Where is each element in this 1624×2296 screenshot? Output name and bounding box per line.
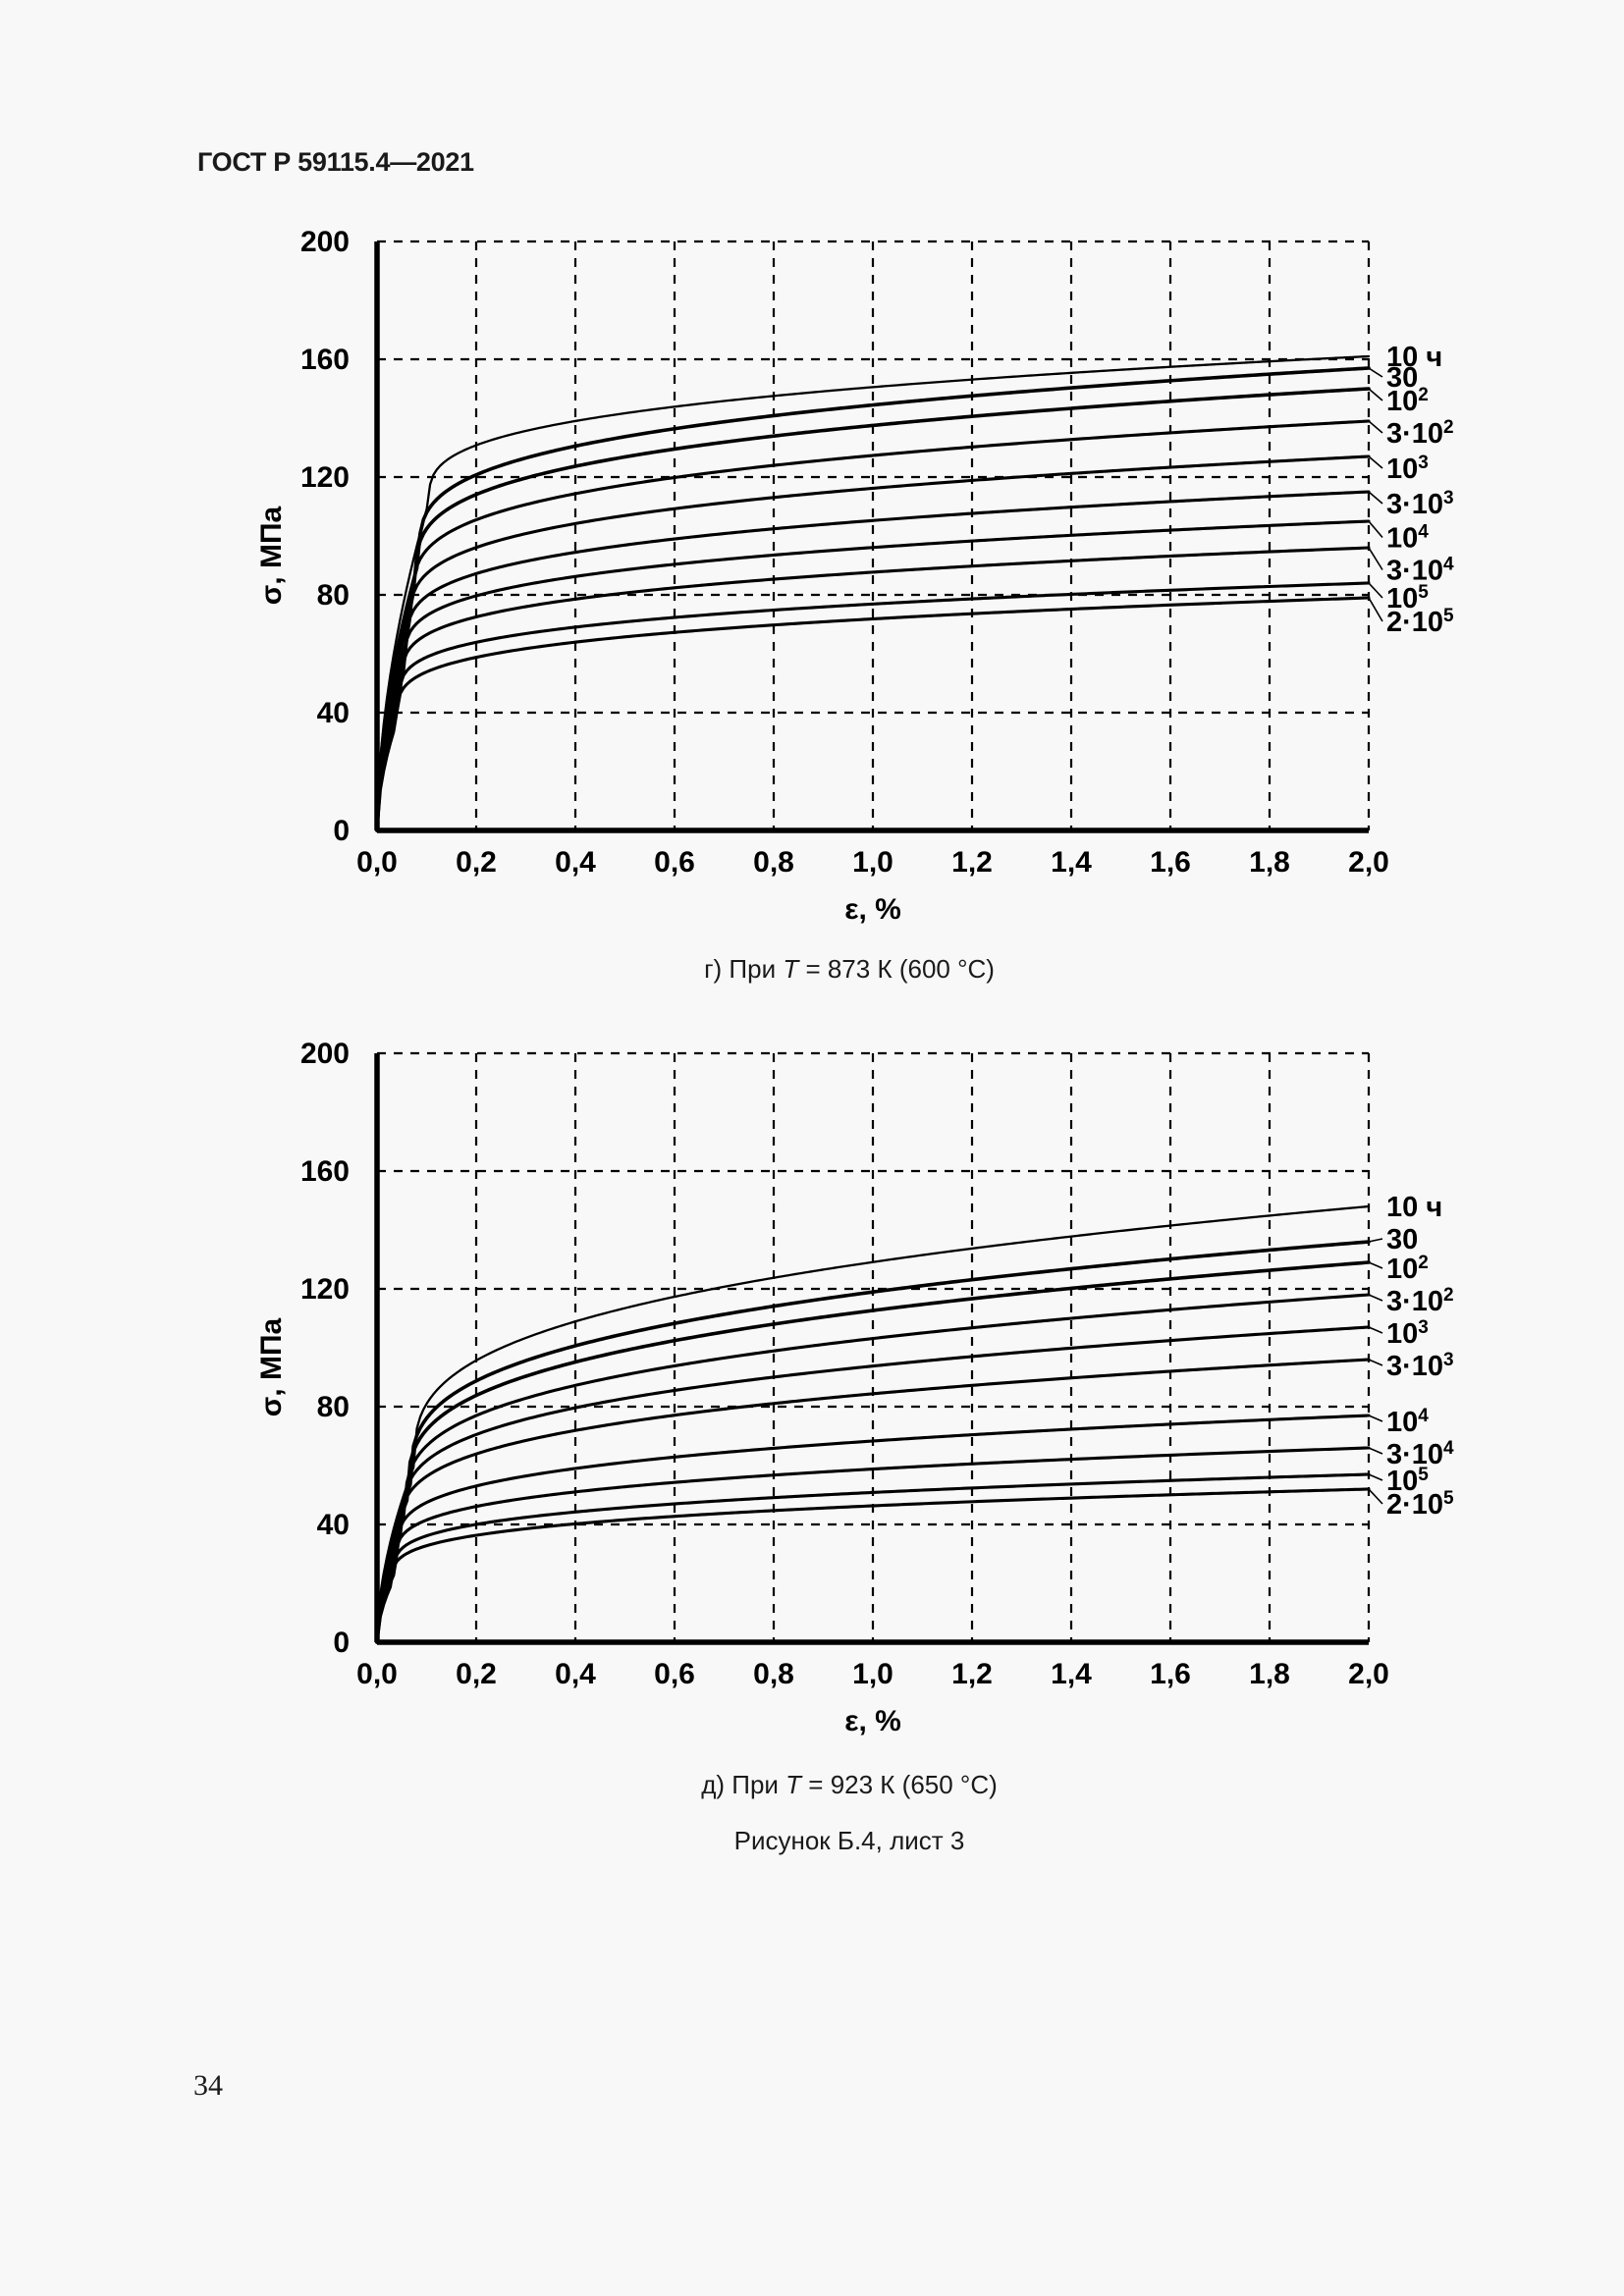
svg-text:0,0: 0,0 bbox=[356, 1658, 398, 1690]
svg-text:120: 120 bbox=[300, 1273, 350, 1306]
svg-text:1,4: 1,4 bbox=[1051, 1658, 1092, 1690]
svg-text:0,0: 0,0 bbox=[356, 846, 398, 879]
svg-text:0: 0 bbox=[333, 1627, 350, 1659]
svg-text:1,0: 1,0 bbox=[852, 1658, 893, 1690]
svg-text:102: 102 bbox=[1386, 385, 1429, 418]
svg-text:0,8: 0,8 bbox=[753, 846, 794, 879]
svg-text:σ, МПа: σ, МПа bbox=[255, 506, 288, 605]
svg-text:2·105: 2·105 bbox=[1386, 1488, 1454, 1522]
svg-text:2,0: 2,0 bbox=[1348, 846, 1389, 879]
svg-text:2,0: 2,0 bbox=[1348, 1658, 1389, 1690]
svg-text:0,8: 0,8 bbox=[753, 1658, 794, 1690]
svg-text:3·102: 3·102 bbox=[1386, 417, 1454, 451]
svg-text:1,6: 1,6 bbox=[1150, 1658, 1191, 1690]
svg-text:104: 104 bbox=[1386, 1406, 1429, 1439]
svg-text:1,2: 1,2 bbox=[951, 846, 993, 879]
svg-text:160: 160 bbox=[300, 1155, 350, 1188]
svg-text:200: 200 bbox=[300, 226, 350, 258]
svg-text:80: 80 bbox=[317, 579, 350, 612]
svg-text:3·103: 3·103 bbox=[1386, 488, 1454, 521]
svg-text:102: 102 bbox=[1386, 1253, 1429, 1286]
svg-text:1,8: 1,8 bbox=[1249, 846, 1290, 879]
svg-text:103: 103 bbox=[1386, 453, 1429, 486]
svg-text:120: 120 bbox=[300, 461, 350, 494]
svg-text:3·103: 3·103 bbox=[1386, 1350, 1454, 1383]
svg-text:ε, %: ε, % bbox=[844, 893, 901, 926]
svg-text:1,0: 1,0 bbox=[852, 846, 893, 879]
svg-text:0,6: 0,6 bbox=[654, 1658, 695, 1690]
svg-text:40: 40 bbox=[317, 697, 350, 729]
svg-text:1,4: 1,4 bbox=[1051, 846, 1092, 879]
svg-text:0,4: 0,4 bbox=[555, 846, 596, 879]
svg-text:0,6: 0,6 bbox=[654, 846, 695, 879]
svg-text:1,2: 1,2 bbox=[951, 1658, 993, 1690]
svg-text:30: 30 bbox=[1386, 1224, 1418, 1255]
svg-text:104: 104 bbox=[1386, 521, 1429, 555]
svg-text:0,2: 0,2 bbox=[456, 846, 497, 879]
svg-text:10 ч: 10 ч bbox=[1386, 1192, 1442, 1223]
svg-text:1,8: 1,8 bbox=[1249, 1658, 1290, 1690]
svg-text:σ, МПа: σ, МПа bbox=[255, 1317, 288, 1416]
svg-text:0: 0 bbox=[333, 815, 350, 847]
svg-text:80: 80 bbox=[317, 1391, 350, 1423]
svg-text:40: 40 bbox=[317, 1509, 350, 1541]
svg-text:0,2: 0,2 bbox=[456, 1658, 497, 1690]
svg-text:0,4: 0,4 bbox=[555, 1658, 596, 1690]
svg-text:160: 160 bbox=[300, 344, 350, 376]
svg-text:103: 103 bbox=[1386, 1317, 1429, 1351]
svg-text:ε, %: ε, % bbox=[844, 1705, 901, 1737]
svg-text:3·102: 3·102 bbox=[1386, 1285, 1454, 1318]
svg-text:200: 200 bbox=[300, 1038, 350, 1070]
svg-text:2·105: 2·105 bbox=[1386, 606, 1454, 639]
svg-text:1,6: 1,6 bbox=[1150, 846, 1191, 879]
